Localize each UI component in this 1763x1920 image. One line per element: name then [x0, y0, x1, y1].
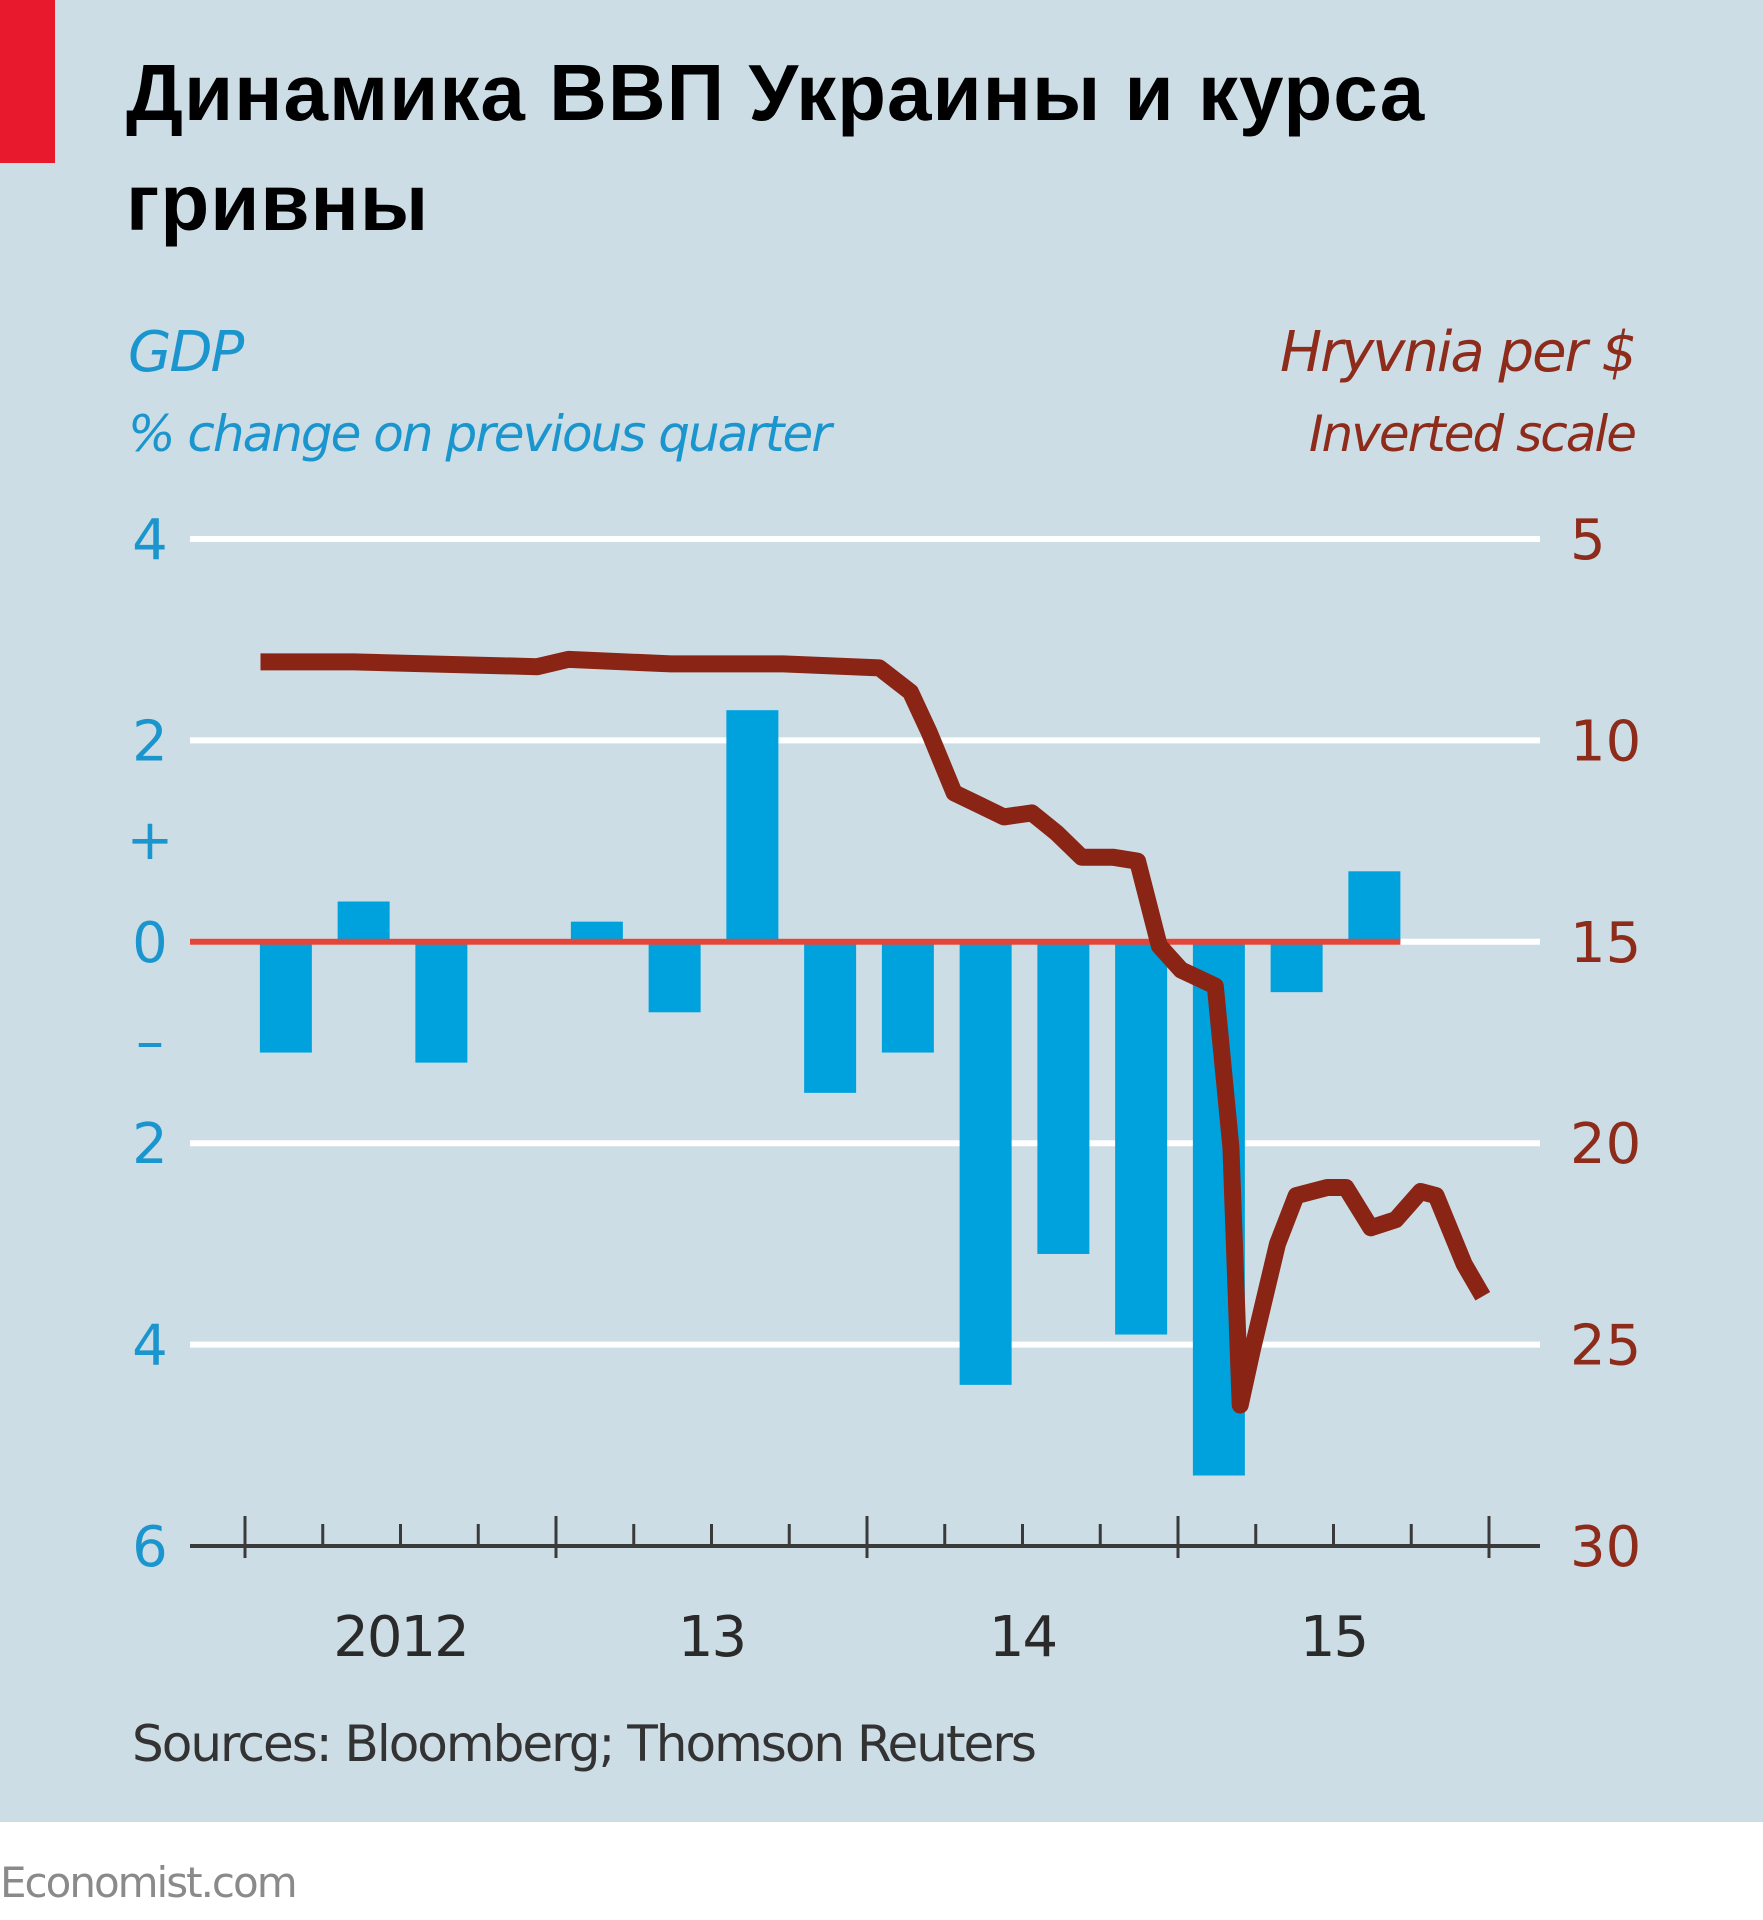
accent-bar: [0, 0, 55, 163]
right-tick-label: 15: [1570, 911, 1641, 976]
gdp-bar: [804, 941, 857, 1093]
gdp-bar: [259, 941, 312, 1053]
gdp-bar: [337, 901, 390, 942]
brand-credit: Economist.com: [0, 1858, 298, 1907]
x-tick-label: 13: [678, 1605, 745, 1670]
left-tick-label: 4: [132, 508, 168, 573]
gdp-bar: [1037, 941, 1090, 1254]
hryvnia-line-group: [260, 650, 1491, 1414]
left-tick-label: 2: [132, 1112, 168, 1177]
right-tick-label: 25: [1570, 1314, 1641, 1379]
gdp-bar: [881, 941, 934, 1053]
gdp-bar: [415, 941, 468, 1063]
negative-sign-marker: –: [136, 1010, 164, 1075]
chart-panel: [0, 0, 1763, 1822]
left-axis-label: GDP: [128, 320, 244, 385]
gdp-bar: [570, 921, 623, 942]
x-tick-label: 14: [989, 1605, 1056, 1670]
right-tick-label: 5: [1570, 508, 1606, 573]
left-tick-label: 0: [132, 911, 168, 976]
left-axis-ticks: 4 2 0 2 4 6 + –: [127, 508, 174, 1580]
gdp-bar: [959, 941, 1012, 1385]
chart-title: Динамика ВВП Украины и курса гривны: [126, 48, 1426, 247]
gdp-bar: [1348, 871, 1401, 942]
gdp-bar: [1115, 941, 1168, 1335]
right-axis-sublabel: Inverted scale: [1308, 405, 1637, 463]
right-tick-label: 10: [1570, 709, 1641, 774]
left-tick-label: 2: [132, 709, 168, 774]
gdp-bar: [726, 710, 779, 942]
left-axis-sublabel: % change on previous quarter: [128, 405, 832, 463]
gdp-bar: [648, 941, 701, 1013]
hryvnia-line: [260, 650, 1491, 1414]
right-tick-label: 30: [1570, 1515, 1641, 1580]
x-tick-label: 2012: [333, 1605, 468, 1670]
source-note: Sources: Bloomberg; Thomson Reuters: [132, 1715, 1037, 1773]
gdp-bars: [259, 710, 1401, 1476]
gdp-bar: [1270, 941, 1323, 993]
positive-sign-marker: +: [127, 808, 174, 873]
right-axis-ticks: 5 10 15 20 25 30: [1570, 508, 1641, 1580]
right-axis-label: Hryvnia per $: [1279, 320, 1637, 385]
x-tick-label: 15: [1300, 1605, 1367, 1670]
right-tick-label: 20: [1570, 1112, 1641, 1177]
left-tick-label: 4: [132, 1314, 168, 1379]
x-axis: 2012 13 14 15: [190, 1516, 1540, 1670]
left-tick-label: 6: [132, 1515, 168, 1580]
